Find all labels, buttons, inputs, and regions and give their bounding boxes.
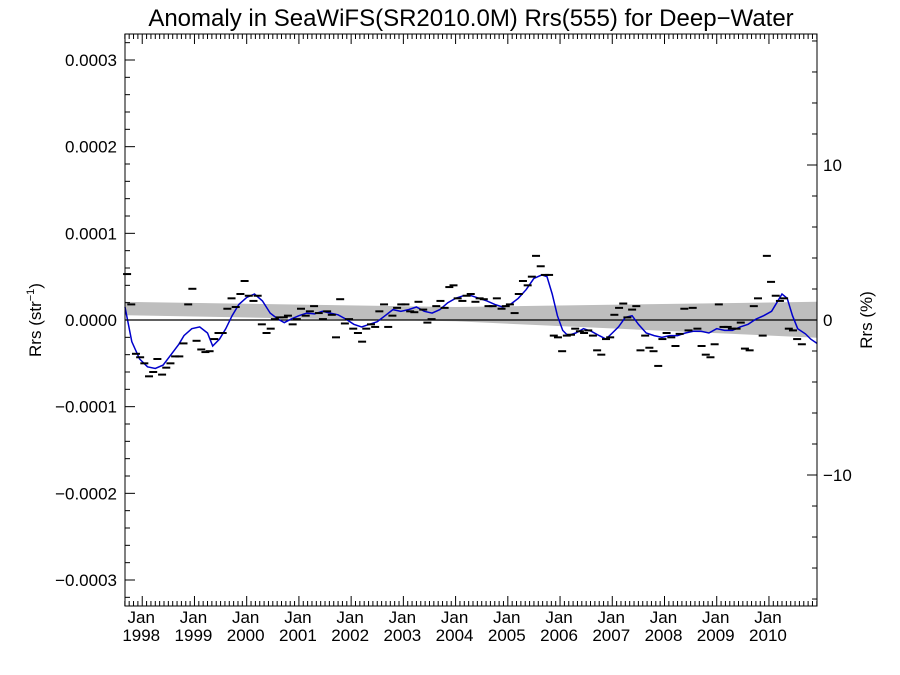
x-tick-year-label: 1998 xyxy=(122,626,160,645)
x-tick-month-label: Jan xyxy=(441,608,468,627)
y-tick-label: 0.0003 xyxy=(65,51,117,70)
x-tick-year-label: 2000 xyxy=(227,626,265,645)
x-tick-year-label: 2007 xyxy=(592,626,630,645)
x-tick-month-label: Jan xyxy=(598,608,625,627)
x-tick-month-label: Jan xyxy=(232,608,259,627)
x-tick-month-label: Jan xyxy=(493,608,520,627)
monthly-points-layer xyxy=(123,254,806,378)
y2-tick-label: −10 xyxy=(823,466,852,485)
y-tick-label: 0.0000 xyxy=(65,311,117,330)
left-axis-label-close: ) xyxy=(26,283,45,289)
x-tick-month-label: Jan xyxy=(650,608,677,627)
right-axis-ticks: 10 0 −10 xyxy=(807,40,852,600)
x-tick-month-label: Jan xyxy=(545,608,572,627)
x-tick-year-label: 2006 xyxy=(540,626,578,645)
y-tick-label: −0.0002 xyxy=(55,484,117,503)
x-tick-month-label: Jan xyxy=(336,608,363,627)
left-axis-label-sup: −1 xyxy=(25,289,37,302)
x-tick-year-label: 1999 xyxy=(175,626,213,645)
bottom-axis-ticks: Jan1998Jan1999Jan2000Jan2001Jan2002Jan20… xyxy=(122,34,818,645)
y-tick-label: 0.0001 xyxy=(65,224,117,243)
x-tick-month-label: Jan xyxy=(284,608,311,627)
left-axis-label-main: Rrs (str xyxy=(26,301,45,357)
x-tick-year-label: 2010 xyxy=(749,626,787,645)
x-tick-year-label: 2005 xyxy=(488,626,526,645)
x-tick-month-label: Jan xyxy=(128,608,155,627)
x-tick-month-label: Jan xyxy=(754,608,781,627)
y-tick-label: −0.0001 xyxy=(55,398,117,417)
left-axis-ticks: 0.0003 0.0002 0.0001 0.0000 −0.0001 −0.0002 −0… xyxy=(55,42,135,598)
y2-tick-label: 0 xyxy=(823,311,832,330)
x-tick-year-label: 2001 xyxy=(279,626,317,645)
y-tick-label: −0.0003 xyxy=(55,571,117,590)
x-tick-year-label: 2004 xyxy=(436,626,474,645)
x-tick-month-label: Jan xyxy=(389,608,416,627)
x-tick-year-label: 2002 xyxy=(331,626,369,645)
chart-title: Anomaly in SeaWiFS(SR2010.0M) Rrs(555) f… xyxy=(148,5,793,32)
x-tick-month-label: Jan xyxy=(180,608,207,627)
x-tick-month-label: Jan xyxy=(702,608,729,627)
left-axis-label: Rrs (str−1) xyxy=(25,283,45,357)
x-tick-year-label: 2003 xyxy=(383,626,421,645)
x-tick-year-label: 2009 xyxy=(697,626,735,645)
right-axis-label: Rrs (%) xyxy=(857,291,876,349)
y-tick-label: 0.0002 xyxy=(65,138,117,157)
y2-tick-label: 10 xyxy=(823,156,842,175)
x-tick-year-label: 2008 xyxy=(645,626,683,645)
